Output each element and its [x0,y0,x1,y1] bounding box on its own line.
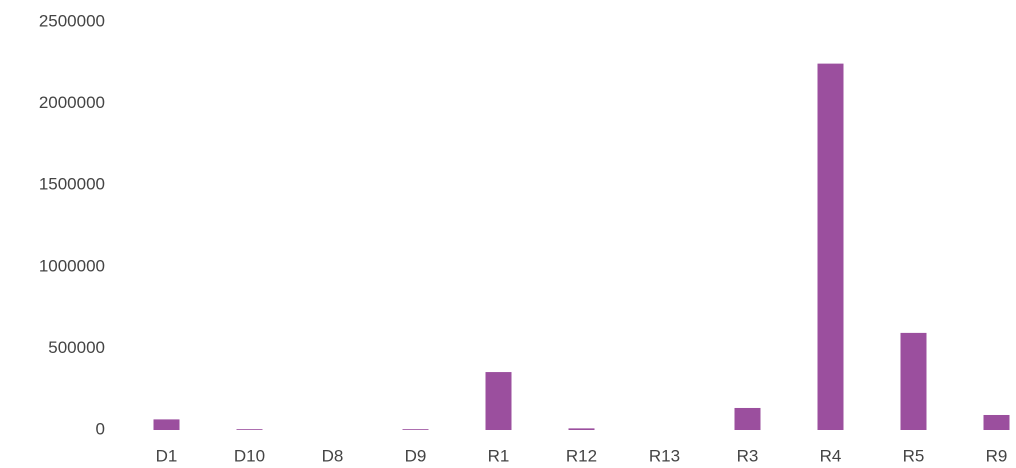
bar [817,63,844,431]
x-tick-label: R3 [737,446,759,465]
bar [153,419,180,430]
y-tick-label: 2000000 [39,93,105,112]
x-tick-label: R1 [488,446,510,465]
bar [236,429,263,430]
bar [734,407,761,430]
bar [402,429,429,430]
x-tick-label: R5 [903,446,925,465]
x-tick-label: D1 [156,446,178,465]
y-tick-label: 1500000 [39,175,105,194]
bar [485,372,512,430]
y-tick-label: 500000 [48,338,105,357]
x-tick-label: R9 [986,446,1008,465]
bar [983,414,1010,430]
x-tick-label: R4 [820,446,842,465]
x-tick-label: R13 [649,446,680,465]
x-tick-label: D8 [322,446,344,465]
x-tick-label: D10 [234,446,265,465]
y-tick-label: 2500000 [39,11,105,30]
y-tick-label: 0 [96,419,105,438]
x-tick-label: R12 [566,446,597,465]
x-tick-label: D9 [405,446,427,465]
bar [568,428,595,430]
y-tick-label: 1000000 [39,256,105,275]
bar [900,332,927,430]
